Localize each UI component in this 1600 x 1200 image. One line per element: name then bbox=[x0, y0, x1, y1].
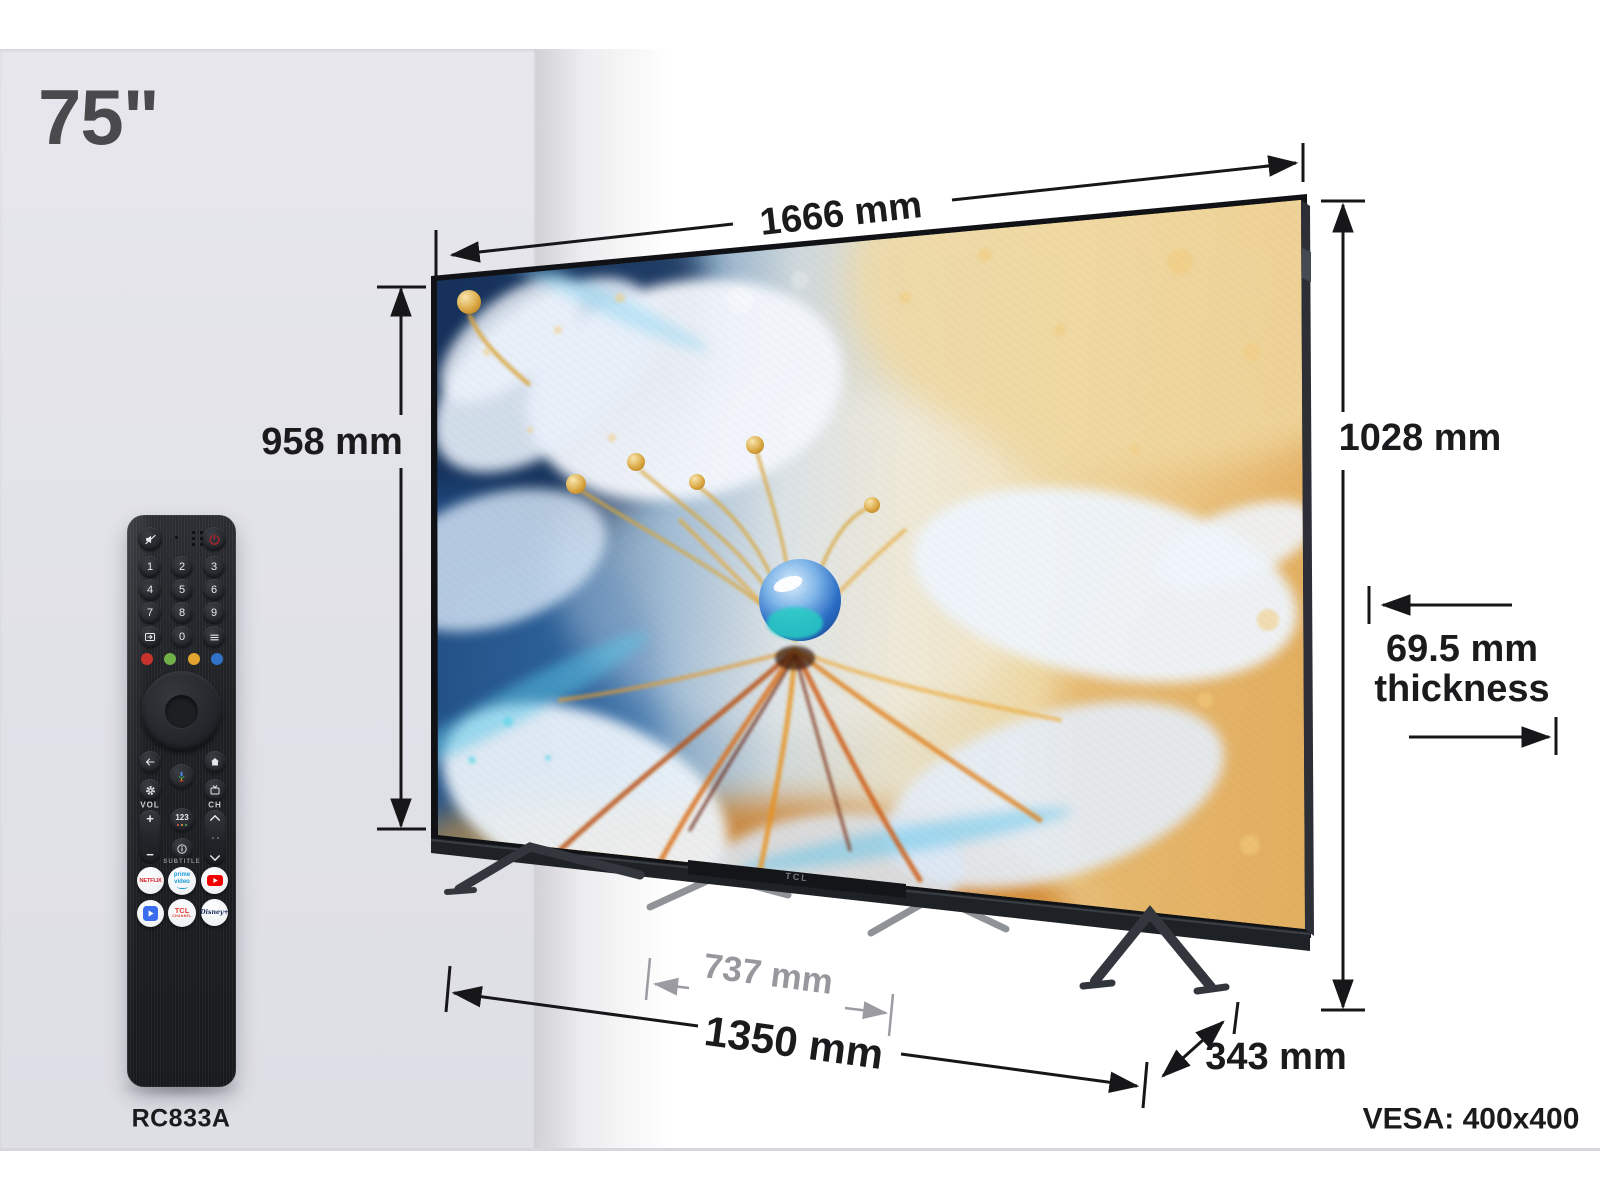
remote-control: 1 2 3 4 5 6 7 8 9 0 bbox=[127, 515, 236, 1087]
numeric-pad-button[interactable]: 123 bbox=[170, 808, 194, 832]
tcl-tv-plus-icon bbox=[143, 906, 158, 921]
thickness-value: 69.5 mm bbox=[1385, 628, 1539, 671]
youtube-button[interactable] bbox=[201, 867, 228, 894]
voice-button[interactable] bbox=[169, 764, 194, 789]
prime-smile bbox=[176, 885, 188, 889]
disney-plus-button[interactable]: Disney+ bbox=[201, 899, 228, 926]
prime-logo-line1: prime bbox=[173, 872, 191, 879]
dim-label-overall-height: 1028 mm bbox=[1338, 417, 1502, 460]
speaker-dot bbox=[192, 537, 195, 540]
tcl-tv-plus-button[interactable] bbox=[137, 900, 164, 927]
key-8[interactable]: 8 bbox=[171, 602, 193, 624]
home-icon bbox=[211, 758, 219, 766]
input-icon bbox=[145, 633, 155, 641]
dim-line-stand-inner bbox=[644, 957, 895, 1037]
gear-icon bbox=[145, 785, 155, 795]
key-0[interactable]: 0 bbox=[171, 626, 193, 648]
dim-line-thickness bbox=[1367, 586, 1558, 755]
key-5[interactable]: 5 bbox=[171, 579, 193, 601]
tv-side-edge bbox=[1301, 200, 1314, 936]
mic-icon bbox=[178, 771, 185, 782]
key-4[interactable]: 4 bbox=[139, 579, 161, 601]
dim-label-depth: 343 mm bbox=[1205, 1036, 1347, 1079]
green-key[interactable] bbox=[164, 653, 177, 665]
channel-rocker-dots bbox=[211, 837, 219, 839]
yellow-key[interactable] bbox=[187, 653, 200, 665]
key-1[interactable]: 1 bbox=[139, 556, 161, 578]
dim-line-overall-height bbox=[1321, 199, 1365, 1012]
dim-line-stand-outer bbox=[444, 965, 1149, 1109]
prime-video-button[interactable]: prime video bbox=[168, 867, 196, 895]
mute-icon bbox=[144, 534, 156, 544]
netflix-button[interactable]: NETFLIX bbox=[137, 867, 164, 894]
key-7[interactable]: 7 bbox=[139, 602, 161, 624]
volume-rocker[interactable]: + − bbox=[139, 810, 161, 864]
vol-label: VOL bbox=[140, 800, 160, 810]
speaker-dot bbox=[192, 543, 195, 546]
red-key[interactable] bbox=[141, 653, 153, 665]
dim-line-screen-height bbox=[377, 285, 426, 831]
back-icon bbox=[145, 758, 155, 766]
info-button[interactable] bbox=[171, 838, 193, 860]
tcl-channel-line1: TCL bbox=[174, 906, 190, 916]
ch-label: CH bbox=[208, 800, 222, 810]
tv-bottom-bezel bbox=[431, 838, 1310, 951]
blue-key[interactable] bbox=[210, 653, 223, 665]
dim-label-thickness: 69.5 mm thickness bbox=[1374, 628, 1550, 710]
channel-down-icon[interactable] bbox=[210, 855, 220, 861]
subtitle-label: SUBTITLE bbox=[163, 859, 201, 865]
live-tv-button[interactable] bbox=[204, 779, 226, 801]
tv-stand-feet-front bbox=[444, 842, 1230, 995]
speaker-dot bbox=[200, 531, 203, 534]
settings-button[interactable] bbox=[139, 779, 161, 801]
channel-up-icon[interactable] bbox=[210, 815, 220, 821]
key-3[interactable]: 3 bbox=[203, 556, 225, 578]
screen-size-label: 75" bbox=[38, 73, 160, 161]
live-tv-icon bbox=[210, 785, 220, 795]
speaker-dot bbox=[200, 537, 203, 540]
vesa-label: VESA: 400x400 bbox=[1362, 1102, 1580, 1136]
channel-rocker[interactable] bbox=[204, 810, 226, 866]
remote-model-label: RC833A bbox=[131, 1104, 231, 1133]
back-button[interactable] bbox=[139, 751, 161, 773]
prime-logo-line2: video bbox=[174, 878, 190, 885]
info-icon bbox=[177, 844, 187, 854]
speaker-dot bbox=[192, 531, 195, 534]
menu-icon bbox=[209, 634, 219, 640]
dim-line-width bbox=[434, 143, 1305, 276]
netflix-logo: NETFLIX bbox=[139, 877, 162, 884]
dim-line-depth bbox=[1161, 1001, 1240, 1078]
power-button[interactable] bbox=[202, 527, 226, 551]
speaker-dot bbox=[200, 543, 203, 546]
color-keys bbox=[141, 653, 223, 665]
menu-button[interactable] bbox=[203, 626, 225, 648]
floor-line bbox=[0, 1148, 1600, 1151]
tcl-channel-button[interactable]: TCL CHANNEL bbox=[168, 899, 196, 927]
input-source-button[interactable] bbox=[139, 626, 161, 648]
tv-speaker-module bbox=[688, 860, 906, 898]
dim-label-screen-height: 958 mm bbox=[261, 421, 403, 464]
key-2[interactable]: 2 bbox=[171, 556, 193, 578]
volume-down[interactable]: − bbox=[146, 847, 154, 862]
youtube-icon bbox=[206, 875, 223, 886]
thickness-word: thickness bbox=[1374, 668, 1550, 710]
numeric-pad-label: 123 bbox=[175, 813, 189, 822]
numeric-pad-dots bbox=[176, 823, 188, 826]
tcl-channel-line2: CHANNEL bbox=[172, 914, 192, 919]
tv-body bbox=[430, 194, 1314, 951]
volume-up[interactable]: + bbox=[146, 811, 154, 826]
power-icon bbox=[208, 533, 220, 545]
key-9[interactable]: 9 bbox=[203, 602, 225, 624]
remote-mic-hole bbox=[175, 536, 178, 539]
tv-side-sensor bbox=[1302, 248, 1311, 282]
dpad-ok-button[interactable] bbox=[165, 695, 198, 728]
home-button[interactable] bbox=[204, 751, 226, 773]
key-6[interactable]: 6 bbox=[203, 579, 225, 601]
disney-logo: Disney+ bbox=[201, 909, 228, 916]
mute-button[interactable] bbox=[138, 527, 162, 551]
